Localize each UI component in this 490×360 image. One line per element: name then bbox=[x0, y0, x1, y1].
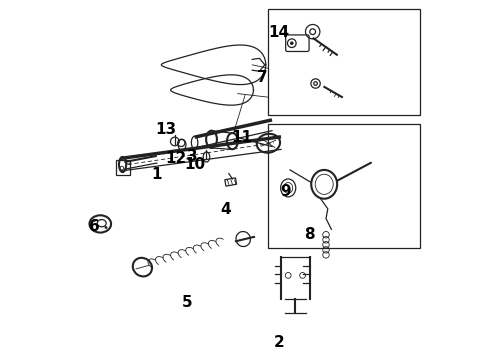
Text: 5: 5 bbox=[182, 295, 193, 310]
Text: 1: 1 bbox=[151, 167, 162, 182]
Text: 6: 6 bbox=[89, 219, 100, 234]
Text: 12: 12 bbox=[165, 151, 186, 166]
Text: 13: 13 bbox=[155, 122, 176, 137]
Text: 8: 8 bbox=[304, 227, 315, 242]
Bar bbox=[225, 178, 237, 186]
Bar bbox=[117, 160, 130, 175]
Bar bbox=[269, 9, 419, 115]
Text: 14: 14 bbox=[269, 25, 290, 40]
Text: 11: 11 bbox=[231, 130, 252, 145]
Text: 3: 3 bbox=[188, 149, 198, 164]
Circle shape bbox=[93, 219, 96, 222]
Bar bbox=[269, 124, 419, 248]
Text: 9: 9 bbox=[280, 184, 291, 199]
Text: 2: 2 bbox=[274, 335, 285, 350]
Circle shape bbox=[290, 41, 294, 45]
Text: 4: 4 bbox=[220, 202, 230, 217]
Circle shape bbox=[104, 226, 107, 229]
Text: 10: 10 bbox=[184, 157, 205, 172]
Text: 7: 7 bbox=[257, 70, 268, 85]
